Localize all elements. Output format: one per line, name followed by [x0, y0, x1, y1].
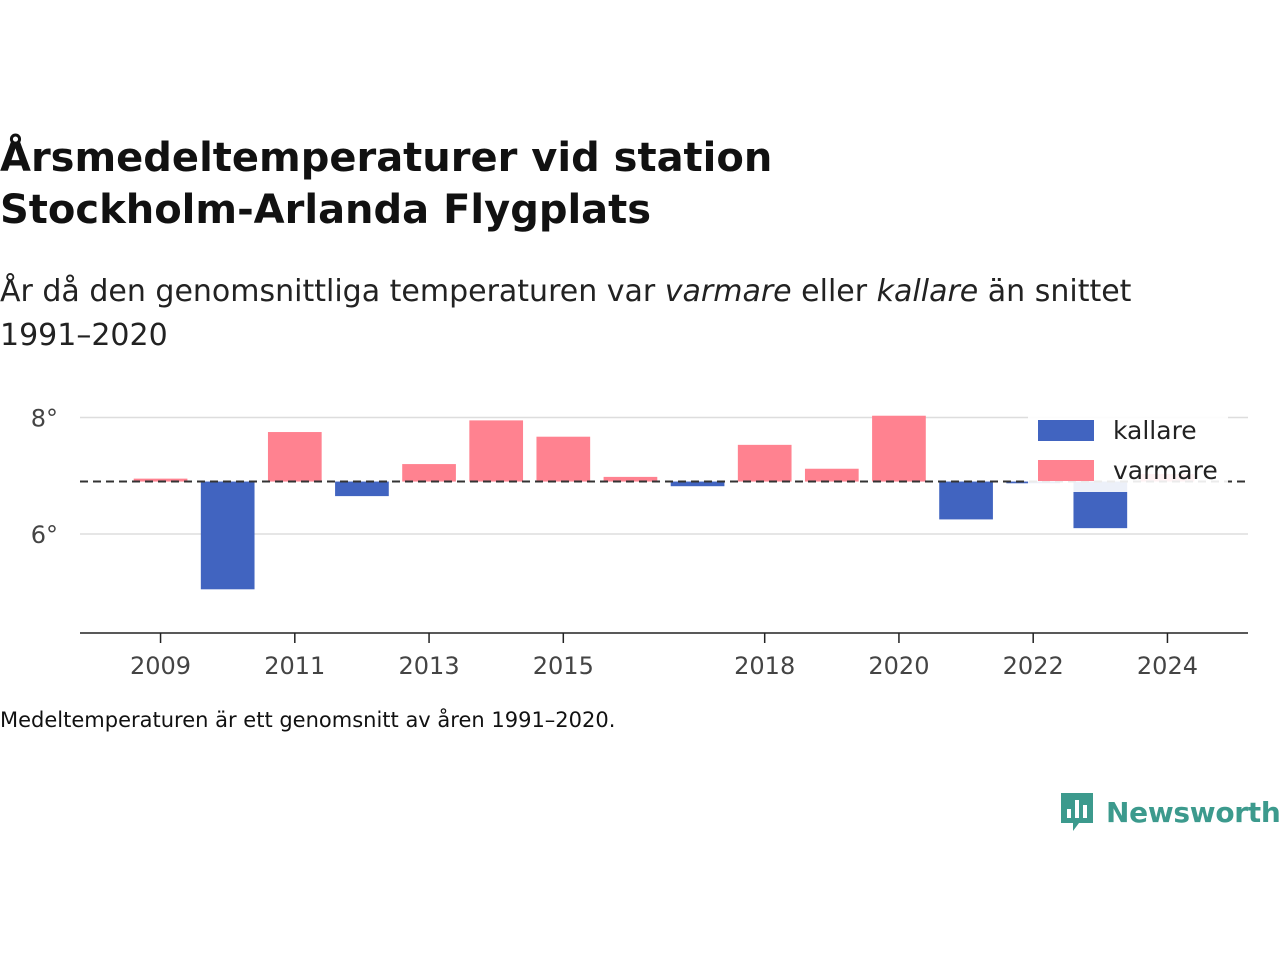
legend-swatch-kallare: [1038, 420, 1094, 441]
bar-chart: 6° 8° 2009 2011 2013 2015 2018 2020 2022 2024 kall…: [31, 404, 1248, 680]
legend-swatch-varmare: [1038, 460, 1094, 481]
footnote: Medeltemperaturen är ett genomsnitt av å…: [0, 708, 616, 732]
chart-title: Årsmedeltemperaturer vid station Stockho…: [0, 132, 1000, 236]
x-tick-label: 2024: [1137, 652, 1198, 680]
chart-title-line1: Årsmedeltemperaturer vid station: [0, 135, 773, 181]
y-tick-label: 6°: [31, 521, 58, 549]
bar-2013: [402, 464, 456, 482]
x-tick-label: 2022: [1003, 652, 1064, 680]
bar-2016: [603, 476, 658, 482]
x-tick-label: 2020: [868, 652, 929, 680]
bar-2017: [670, 481, 725, 487]
legend-label-varmare: varmare: [1113, 456, 1218, 485]
legend-label-kallare: kallare: [1113, 416, 1197, 445]
chart-title-line2: Stockholm-Arlanda Flygplats: [0, 187, 652, 233]
bar-2014: [469, 420, 524, 482]
brand: Newsworthy: [1058, 790, 1280, 834]
subtitle-cold: kallare: [876, 274, 979, 309]
bar-2012: [335, 481, 389, 497]
x-tick-label: 2009: [130, 652, 191, 680]
x-tick-label: 2011: [264, 652, 325, 680]
bar-2009: [133, 478, 188, 482]
subtitle-post: än snittet: [978, 274, 1132, 309]
chart-subtitle: År då den genomsnittliga temperaturen va…: [0, 270, 1200, 358]
x-tick-label: 2018: [734, 652, 795, 680]
subtitle-mid: eller: [791, 274, 877, 309]
subtitle-line2: 1991–2020: [0, 318, 168, 353]
bar-2020: [872, 415, 926, 482]
subtitle-warm: varmare: [664, 274, 792, 309]
subtitle-pre: År då den genomsnittliga temperaturen va…: [0, 274, 665, 309]
bar-2019: [804, 468, 859, 482]
bar-2011: [267, 432, 322, 482]
bar-2018: [737, 444, 792, 482]
x-tick-label: 2015: [533, 652, 594, 680]
y-tick-label: 8°: [31, 404, 58, 432]
newsworthy-logo-icon: [1061, 793, 1093, 831]
bar-2021: [939, 481, 993, 520]
brand-name: Newsworthy: [1106, 795, 1280, 829]
bar-2015: [536, 436, 591, 482]
x-tick-label: 2013: [399, 652, 460, 680]
bar-2010: [200, 481, 255, 590]
